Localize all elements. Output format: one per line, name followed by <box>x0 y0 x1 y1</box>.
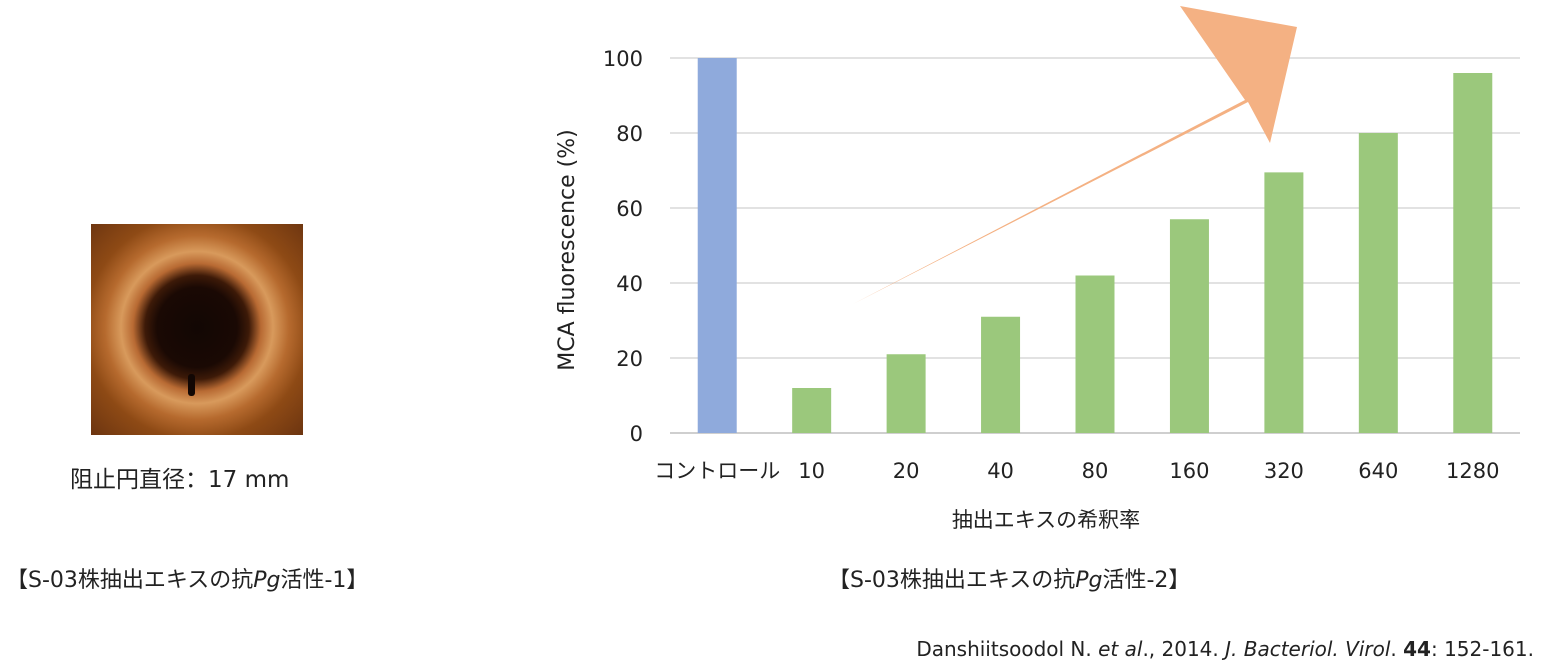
reference-journal: J. Bacteriol. Virol <box>1225 637 1391 661</box>
y-tick-label: 40 <box>616 272 643 296</box>
figure-caption-1-italic: Pg <box>253 568 281 593</box>
figure-caption-1: 【S-03株抽出エキスの抗Pg活性-1】 <box>6 562 368 594</box>
bar <box>886 354 926 433</box>
reference-etal: et al <box>1098 637 1143 661</box>
inhibition-zone-mark <box>188 374 195 396</box>
trend-arrow <box>853 6 1297 304</box>
y-tick-label: 20 <box>616 347 643 371</box>
reference-year: ., 2014. <box>1142 637 1226 661</box>
x-axis-ticks: コントロール 10 20 40 80 160 320 640 1280 <box>654 459 1499 483</box>
x-tick-label: 80 <box>1082 459 1109 483</box>
reference-pages: : 152-161. <box>1430 637 1534 661</box>
bar <box>697 58 737 433</box>
x-tick-label: 1280 <box>1446 459 1499 483</box>
chart-bars <box>697 58 1493 433</box>
y-axis-label: MCA fluorescence (%) <box>555 129 580 370</box>
bar-chart: 0 20 40 60 80 100 コントロール 10 20 40 80 160 320 640 1280… <box>555 6 1520 532</box>
y-tick-label: 100 <box>603 47 643 71</box>
bar <box>1075 275 1115 433</box>
reference-authors: Danshiitsoodol N. <box>916 637 1099 661</box>
bar <box>981 316 1021 433</box>
bar <box>1264 172 1304 433</box>
y-axis-ticks: 0 20 40 60 80 100 <box>603 47 643 446</box>
x-tick-label: 320 <box>1264 459 1304 483</box>
bar <box>792 388 832 433</box>
inhibition-zone-photo <box>91 224 303 435</box>
figure-caption-2-prefix: 【S-03株抽出エキスの抗 <box>828 568 1076 593</box>
reference-citation: Danshiitsoodol N. et al., 2014. J. Bacte… <box>916 637 1534 661</box>
figure-caption-1-prefix: 【S-03株抽出エキスの抗 <box>6 568 254 593</box>
x-tick-label: 640 <box>1358 459 1398 483</box>
x-tick-label: 160 <box>1169 459 1209 483</box>
y-tick-label: 0 <box>630 422 643 446</box>
inhibition-zone-caption: 阻止円直径：17 mm <box>70 467 290 493</box>
reference-dot: . <box>1390 637 1404 661</box>
bar <box>1169 219 1209 433</box>
x-tick-label: 10 <box>798 459 825 483</box>
bar <box>1358 133 1398 433</box>
figure-caption-2: 【S-03株抽出エキスの抗Pg活性-2】 <box>828 562 1190 594</box>
figure-caption-1-suffix: 活性-1】 <box>280 568 369 593</box>
y-tick-label: 80 <box>616 122 643 146</box>
x-tick-label: 40 <box>987 459 1014 483</box>
reference-volume: 44 <box>1403 637 1431 661</box>
figure-caption-2-italic: Pg <box>1075 568 1103 593</box>
x-tick-label: 20 <box>893 459 920 483</box>
x-axis-label: 抽出エキスの希釈率 <box>952 508 1140 532</box>
x-tick-label: コントロール <box>654 459 780 483</box>
y-tick-label: 60 <box>616 197 643 221</box>
figure-caption-2-suffix: 活性-2】 <box>1102 568 1191 593</box>
bar <box>1453 73 1493 433</box>
